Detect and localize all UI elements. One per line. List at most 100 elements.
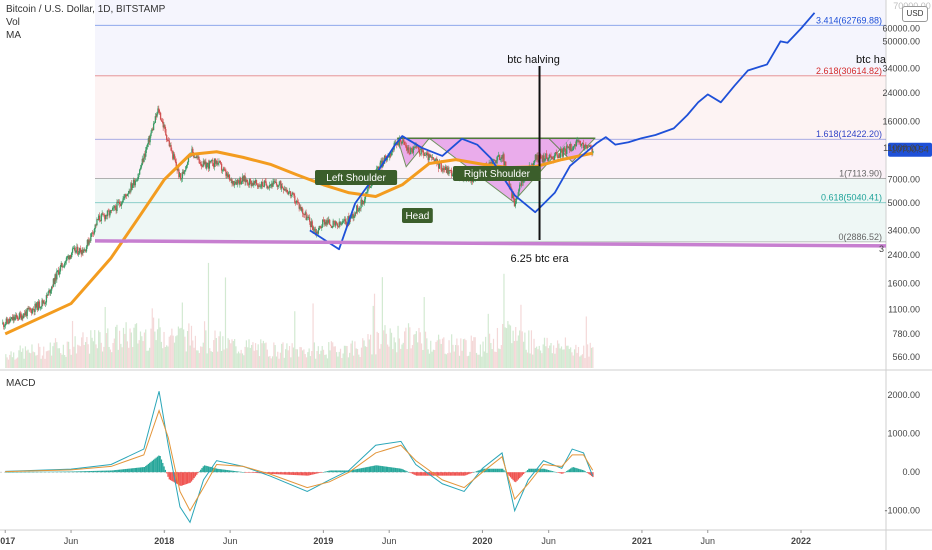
volume-bar <box>305 357 308 368</box>
macd-histogram-bar <box>135 467 138 473</box>
volume-bar <box>231 339 233 368</box>
volume-bar <box>173 342 176 368</box>
volume-bar <box>403 331 406 368</box>
volume-bar <box>541 353 543 368</box>
volume-bar <box>118 330 121 368</box>
volume-bar <box>5 354 7 368</box>
x-tick-label: 2020 <box>472 536 492 546</box>
macd-histogram-bar <box>347 470 350 473</box>
volume-bar <box>299 346 301 368</box>
macd-histogram-bar <box>118 469 121 473</box>
volume-bar <box>494 351 496 368</box>
macd-histogram-bar <box>403 470 406 473</box>
volume-bar <box>277 351 279 368</box>
macd-histogram-bar <box>54 471 57 473</box>
head-label-text: Head <box>405 211 429 222</box>
candle-body <box>539 154 542 158</box>
volume-bar <box>579 356 581 368</box>
candle-body <box>31 308 34 314</box>
candle-body <box>57 270 60 275</box>
candle-body <box>141 158 143 166</box>
candle-body <box>592 151 594 154</box>
macd-histogram-bar <box>299 472 301 476</box>
volume-bar <box>428 353 431 368</box>
candle-body <box>394 142 396 144</box>
volume-bar <box>98 330 100 368</box>
candle-body <box>361 199 363 205</box>
candle-body <box>554 152 557 156</box>
candle-body <box>88 240 90 245</box>
macd-histogram-bar <box>324 471 326 473</box>
macd-histogram-bar <box>18 471 20 473</box>
macd-histogram-bar <box>201 468 203 473</box>
macd-histogram-bar <box>87 471 89 473</box>
volume-bar <box>339 348 342 368</box>
ma-indicator-label[interactable]: MA <box>6 30 21 41</box>
macd-histogram-bar <box>584 471 586 473</box>
volume-bar <box>342 353 344 368</box>
volume-bar <box>295 349 297 368</box>
right-shoulder-label: Right Shoulder <box>453 166 541 181</box>
macd-histogram-bar <box>513 472 516 482</box>
candle-body <box>290 194 292 197</box>
volume-bar <box>24 346 27 368</box>
volume-bar <box>543 337 546 368</box>
macd-y-tick-label: 1000.00 <box>887 429 920 439</box>
candle-body <box>13 316 15 320</box>
macd-histogram-bar <box>245 472 248 473</box>
candle-body <box>324 221 326 225</box>
candle-body <box>294 195 296 203</box>
currency-button[interactable]: USD <box>902 6 928 22</box>
volume-bar <box>372 305 374 368</box>
candle-body <box>559 153 561 158</box>
macd-histogram-bar <box>181 472 184 486</box>
candle-body <box>149 135 151 143</box>
current-price-text: 10700.54 <box>891 145 929 155</box>
candle-body <box>347 216 349 224</box>
candle-body <box>153 122 156 124</box>
candle-body <box>37 301 40 310</box>
volume-bar <box>457 345 459 368</box>
candle-body <box>514 203 516 207</box>
macd-histogram-bar <box>7 472 10 473</box>
candle-body <box>70 255 72 258</box>
candle-body <box>165 129 167 136</box>
candle-body <box>537 155 539 163</box>
macd-histogram-bar <box>40 471 42 473</box>
macd-histogram-bar <box>487 468 489 473</box>
macd-histogram-bar <box>77 471 79 473</box>
macd-histogram-bar <box>133 468 135 473</box>
macd-indicator-label[interactable]: MACD <box>6 378 36 389</box>
macd-histogram-bar <box>448 472 450 476</box>
candle-body <box>208 161 211 169</box>
macd-histogram-bar <box>197 472 199 474</box>
volume-bar <box>507 321 509 368</box>
candle-body <box>536 155 538 160</box>
candle-body <box>580 143 582 146</box>
volume-bar <box>443 337 445 368</box>
volume-bar <box>211 351 214 368</box>
candle-body <box>95 224 97 226</box>
macd-histogram-bar <box>126 468 129 473</box>
macd-histogram-bar <box>220 469 223 473</box>
volume-bar <box>532 354 534 368</box>
volume-bar <box>568 348 570 368</box>
candle-body <box>297 202 299 204</box>
volume-bar <box>88 353 91 368</box>
macd-histogram-bar <box>52 471 54 473</box>
candle-body <box>162 121 164 128</box>
macd-histogram-bar <box>360 468 363 473</box>
volume-bar <box>583 345 585 368</box>
macd-histogram-bar <box>316 472 318 474</box>
y-tick-label: 560.00 <box>892 352 920 362</box>
candle-body <box>20 314 22 320</box>
volume-indicator-label[interactable]: Vol <box>6 17 20 28</box>
candle-body <box>424 154 427 156</box>
candle-body <box>175 161 177 167</box>
candle-body <box>2 322 4 324</box>
volume-bar <box>347 357 349 368</box>
macd-histogram-bar <box>203 465 206 473</box>
macd-histogram-bar <box>355 469 357 473</box>
macd-histogram-bar <box>406 471 408 473</box>
